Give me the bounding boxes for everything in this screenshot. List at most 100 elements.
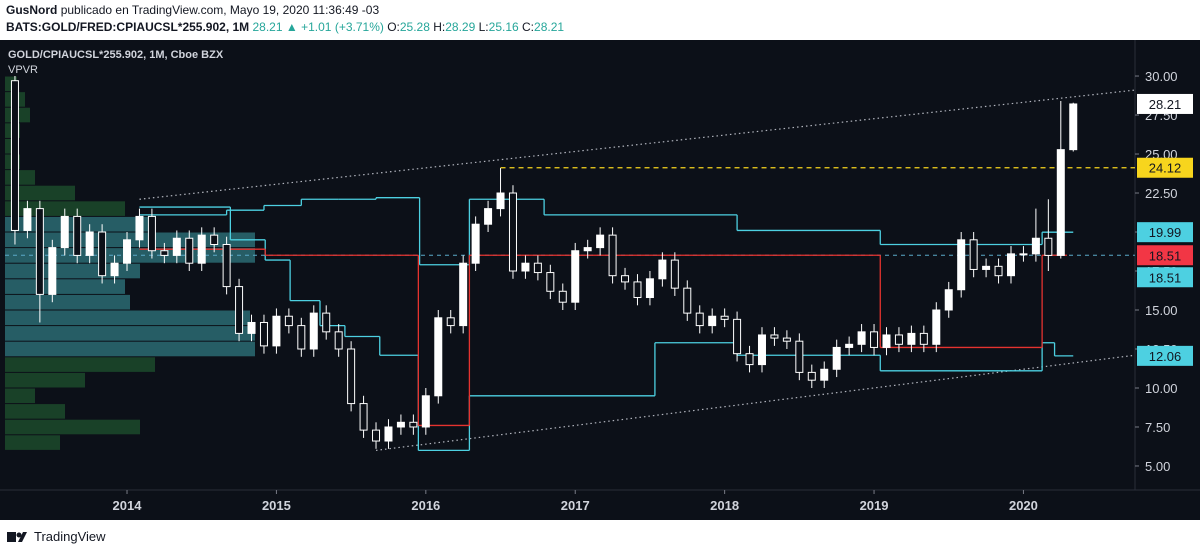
candle-body	[222, 243, 231, 288]
trendline	[375, 354, 1136, 451]
candle-body	[23, 208, 32, 231]
y-tick-label: 10.00	[1145, 381, 1178, 396]
candle-body	[123, 239, 132, 264]
x-tick-label: 2014	[113, 498, 143, 513]
candle-body	[608, 234, 617, 277]
indicator-label: VPVR	[8, 64, 38, 76]
candle-body	[1006, 253, 1015, 277]
candle-body	[1019, 253, 1028, 256]
candle-body	[870, 331, 879, 348]
ohlc-label: H:	[433, 20, 446, 34]
candle-body	[85, 231, 94, 256]
price-tag	[1137, 245, 1193, 266]
price-tag	[1137, 345, 1193, 366]
candle-body	[135, 215, 144, 241]
candle-body	[110, 262, 119, 277]
candle-body	[957, 239, 966, 291]
candle-body	[235, 286, 244, 334]
candle-body	[907, 332, 916, 345]
volume-profile-bar	[5, 388, 35, 404]
trendline	[139, 89, 1136, 200]
volume-profile-bar	[5, 372, 85, 388]
ohlc-value: 28.29	[445, 20, 476, 34]
candle-body	[969, 239, 978, 270]
candle-body	[558, 290, 567, 303]
candle-body	[434, 317, 443, 397]
candle-body	[982, 265, 991, 270]
x-tick-label: 2016	[411, 498, 440, 513]
change: +1.01	[301, 20, 332, 34]
candle-body	[795, 340, 804, 373]
ohlc-value: 25.16	[488, 20, 519, 34]
price-tag	[1137, 267, 1193, 288]
candle-body	[757, 334, 766, 366]
candle-body	[533, 262, 542, 274]
candle-body	[633, 281, 642, 299]
y-tick-label: 7.50	[1145, 420, 1170, 435]
footer: TradingView	[6, 529, 106, 544]
volume-profile-bar	[5, 357, 155, 372]
chart-background	[0, 40, 1200, 520]
candle-body	[172, 237, 181, 256]
candle-body	[10, 80, 19, 231]
candle-body	[471, 223, 480, 264]
price-tag	[1137, 222, 1193, 243]
price-tag-label: 28.21	[1149, 97, 1182, 112]
candle-body	[770, 334, 779, 339]
y-tick-label: 5.00	[1145, 459, 1170, 474]
candle-body	[73, 215, 82, 256]
candle-body	[1031, 237, 1040, 255]
price-tag-label: 18.51	[1149, 270, 1182, 285]
candle-body	[733, 318, 742, 355]
change-arrow: ▲	[285, 20, 298, 34]
candle-body	[1056, 149, 1065, 256]
published: publicado en TradingView.com, Mayo 19, 2…	[60, 3, 380, 17]
x-tick-label: 2017	[561, 498, 590, 513]
candle-body	[48, 247, 57, 295]
x-tick-label: 2018	[710, 498, 739, 513]
candle-body	[484, 208, 493, 225]
candle-body	[695, 312, 704, 327]
candle-body	[496, 192, 505, 210]
candle-body	[919, 332, 928, 345]
price-tag-label: 24.12	[1149, 161, 1182, 176]
price-tag	[1137, 157, 1193, 178]
price-tag-label: 19.99	[1149, 225, 1182, 240]
candle-body	[882, 334, 891, 348]
candle-body	[583, 247, 592, 252]
candle-body	[832, 346, 841, 370]
candle-body	[521, 262, 530, 272]
volume-profile-bar	[5, 326, 255, 341]
candle-body	[1069, 103, 1078, 151]
volume-profile-bar	[5, 294, 130, 310]
x-tick-label: 2015	[262, 498, 291, 513]
candle-body	[683, 287, 692, 314]
symbol: BATS:GOLD/FRED:CPIAUCSL*255.902, 1M	[6, 20, 250, 34]
volume-profile-bar	[5, 419, 140, 435]
candle-body	[596, 234, 605, 249]
candle-body	[309, 312, 318, 350]
candle-body	[571, 250, 580, 303]
volume-profile-bar	[5, 435, 60, 450]
candle-body	[1044, 237, 1053, 256]
logo	[7, 531, 27, 542]
brand: TradingView	[34, 529, 106, 544]
author: GusNord	[6, 3, 58, 17]
candle-body	[459, 262, 468, 327]
candle-body	[446, 317, 455, 327]
price-tag	[1137, 93, 1193, 114]
candle-body	[658, 259, 667, 280]
candle-body	[396, 421, 405, 428]
volume-profile-bar	[5, 185, 75, 201]
candle-body	[782, 337, 791, 342]
candle-body	[284, 315, 293, 327]
candle-body	[994, 265, 1003, 277]
candle-body	[259, 321, 268, 347]
candle-body	[372, 429, 381, 442]
candle-body	[359, 403, 368, 431]
candle-body	[670, 259, 679, 289]
chart-title: GOLD/CPIAUCSL*255.902, 1M, Cboe BZX	[8, 49, 224, 61]
candle-body	[820, 368, 829, 381]
last-price: 28.21	[252, 20, 283, 34]
ohlc-value: 25.28	[399, 20, 430, 34]
